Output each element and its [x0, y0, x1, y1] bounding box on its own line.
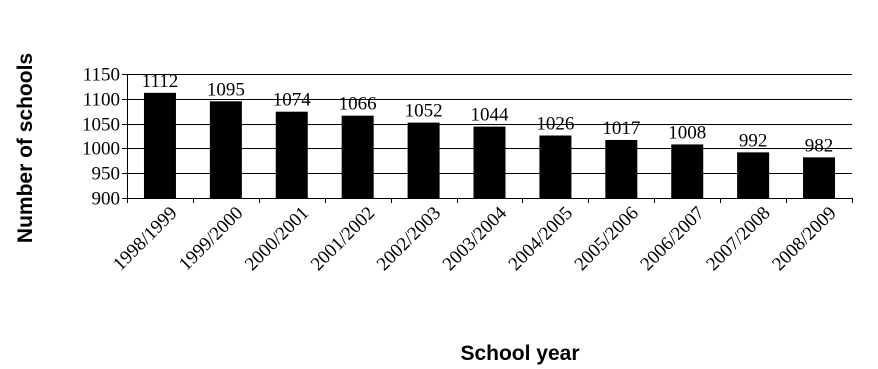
bar [209, 101, 242, 198]
axes [122, 74, 853, 203]
bar [341, 115, 374, 198]
gridlines [127, 74, 852, 174]
x-axis-title: School year [460, 342, 579, 365]
x-tick-label: 2000/2001 [241, 203, 313, 275]
bar [671, 144, 704, 198]
y-tick-labels: 900 950 1000 1050 1100 1150 [82, 65, 120, 210]
bar [539, 135, 572, 198]
data-label: 1008 [668, 122, 706, 143]
data-label: 992 [739, 130, 768, 151]
y-tick-label: 900 [92, 189, 121, 210]
data-label: 982 [805, 135, 834, 156]
y-tick-label: 950 [92, 164, 121, 185]
bar [473, 126, 506, 198]
bar [605, 139, 638, 198]
y-tick-label: 1000 [82, 139, 120, 160]
data-label: 1044 [471, 105, 510, 126]
x-tick-label: 2005/2006 [571, 203, 643, 275]
x-tick-label: 2001/2002 [307, 203, 379, 275]
bar [143, 92, 176, 198]
bar [275, 111, 308, 198]
x-tick-label: 2006/2007 [636, 203, 708, 275]
x-tick-label: 2007/2008 [702, 203, 774, 275]
data-label: 1112 [142, 71, 179, 92]
x-tick-label: 1999/2000 [175, 203, 247, 275]
y-tick-label: 1150 [83, 65, 120, 86]
y-tick-label: 1050 [82, 115, 120, 136]
bar [737, 152, 770, 198]
data-label: 1074 [273, 90, 312, 111]
data-label: 1026 [536, 114, 574, 135]
data-labels: 1112 1095 1074 1066 1052 1044 1026 1017 1008 992 9… [142, 71, 834, 156]
data-label: 1017 [602, 118, 640, 139]
bar [803, 157, 836, 198]
y-tick-label: 1100 [83, 90, 120, 111]
x-tick-labels: 1998/19991999/20002000/20012001/20022002… [109, 202, 840, 275]
x-tick-label: 1998/1999 [109, 203, 181, 275]
bar [407, 122, 440, 198]
y-axis-title: Number of schools [14, 53, 37, 243]
x-tick-label: 2004/2005 [505, 203, 577, 275]
data-label: 1095 [207, 79, 245, 100]
data-label: 1052 [405, 101, 443, 122]
x-tick-label: 2002/2003 [373, 203, 445, 275]
x-tick-label: 2003/2004 [439, 202, 512, 275]
data-label: 1066 [339, 94, 377, 115]
bars [143, 92, 836, 198]
x-tick-label: 2008/2009 [768, 203, 840, 275]
